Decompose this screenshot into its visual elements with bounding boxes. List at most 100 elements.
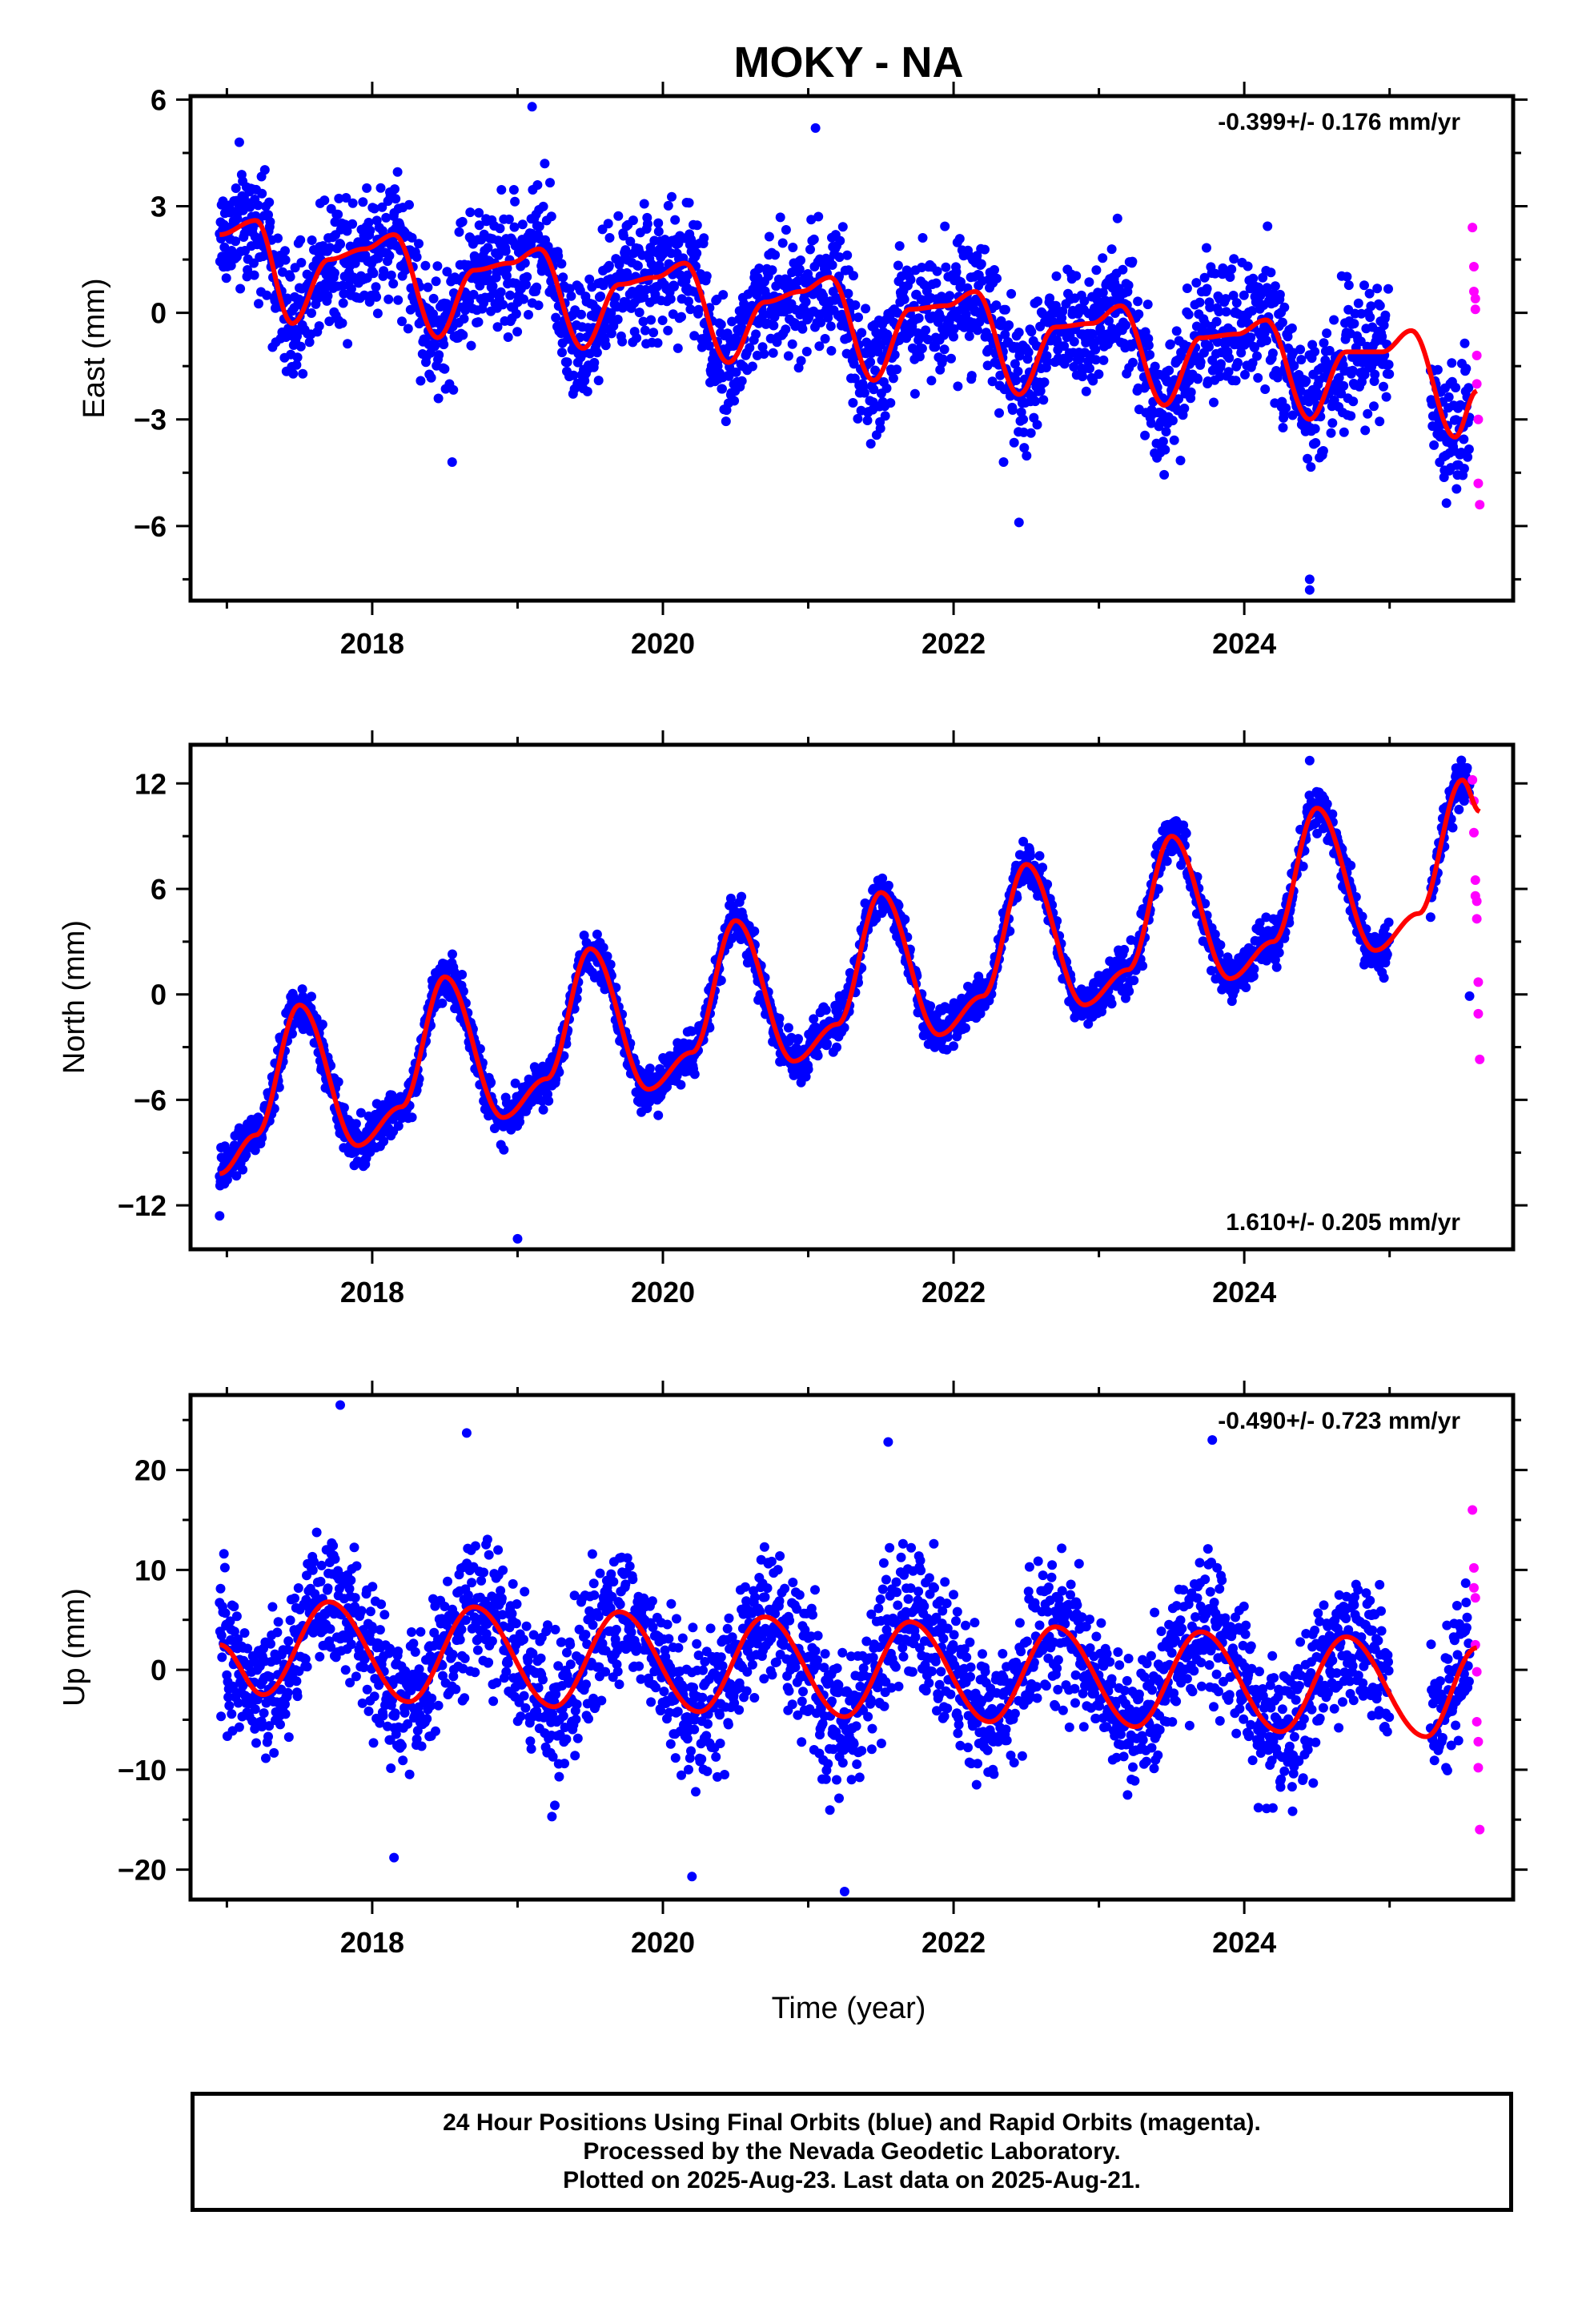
east-final-point <box>850 300 861 310</box>
east-final-point <box>853 413 863 424</box>
east-final-point <box>358 197 368 207</box>
east-rapid-point <box>1468 261 1479 271</box>
east-final-point <box>1159 469 1170 480</box>
east-final-point <box>448 384 459 395</box>
east-final-point <box>1322 328 1332 339</box>
east-final-point <box>375 183 386 193</box>
east-final-point <box>1019 443 1030 453</box>
east-final-point <box>787 339 797 349</box>
east-final-point <box>1143 340 1154 351</box>
north-final-point <box>317 1019 327 1030</box>
east-final-point <box>335 239 346 249</box>
east-final-point <box>253 200 263 211</box>
east-final-point <box>457 216 468 227</box>
east-final-point <box>1191 278 1202 288</box>
north-final-point <box>579 931 589 940</box>
east-final-point <box>693 304 704 315</box>
east-final-point <box>930 342 941 352</box>
east-final-point <box>538 201 548 211</box>
east-final-point <box>603 219 613 229</box>
east-final-point <box>589 357 600 368</box>
east-final-point <box>1016 407 1026 417</box>
east-final-point <box>782 275 793 285</box>
east-final-point <box>259 165 270 175</box>
east-final-point <box>371 282 381 292</box>
east-final-point <box>1327 418 1338 428</box>
east-final-point <box>568 370 579 380</box>
east-final-point <box>458 330 468 340</box>
east-final-point <box>1248 273 1259 283</box>
east-final-point <box>265 217 275 227</box>
north-final-point <box>250 1145 260 1156</box>
east-final-point <box>1464 444 1474 454</box>
east-final-point <box>1463 452 1473 462</box>
east-final-point <box>663 200 673 211</box>
east-model-curve <box>219 218 1478 440</box>
east-final-point <box>917 233 928 243</box>
east-final-point <box>391 194 401 204</box>
north-final-point <box>949 1041 958 1051</box>
east-final-point <box>1075 354 1085 364</box>
east-final-point <box>292 331 302 341</box>
east-final-point <box>684 198 694 208</box>
north-final-point <box>592 929 602 939</box>
east-final-point <box>618 231 628 241</box>
east-final-point <box>1210 268 1220 279</box>
east-final-point <box>620 245 631 255</box>
east-final-point <box>428 309 438 320</box>
east-final-point <box>558 272 568 283</box>
east-final-point <box>1348 396 1359 407</box>
east-y-tick-label: 3 <box>151 191 167 223</box>
east-final-point <box>1369 401 1379 412</box>
east-final-point <box>1133 296 1143 307</box>
east-final-point <box>892 364 902 375</box>
east-final-point <box>998 457 1009 467</box>
east-final-point <box>853 312 863 323</box>
east-final-point <box>1224 353 1235 363</box>
east-final-point <box>1459 464 1469 474</box>
east-final-point <box>512 327 523 337</box>
east-final-point <box>432 261 443 271</box>
east-final-point <box>508 185 519 195</box>
east-final-point <box>1123 280 1134 291</box>
east-final-point <box>1013 366 1023 376</box>
east-final-point <box>961 309 971 320</box>
east-final-point <box>1227 264 1237 275</box>
east-rapid-point <box>1472 350 1482 360</box>
east-final-point <box>465 207 476 218</box>
east-final-point <box>689 331 700 341</box>
east-final-point <box>813 211 824 222</box>
north-final-point <box>437 998 448 1008</box>
east-final-point <box>940 221 950 231</box>
east-final-point <box>371 292 382 302</box>
east-final-point <box>1346 411 1356 421</box>
east-final-point <box>221 273 231 283</box>
east-final-point <box>945 291 955 301</box>
east-final-point <box>775 212 785 223</box>
east-final-point <box>796 356 806 366</box>
east-final-point <box>333 209 343 219</box>
east-final-point <box>1150 361 1160 372</box>
north-final-point <box>749 926 760 936</box>
north-final-point <box>1215 940 1226 950</box>
east-final-point <box>1359 280 1369 291</box>
east-final-point <box>377 202 387 212</box>
east-final-point <box>1342 271 1352 282</box>
east-final-point <box>1247 306 1257 316</box>
east-final-point <box>801 347 812 356</box>
east-final-point <box>1033 296 1043 307</box>
east-final-point <box>701 271 712 281</box>
east-final-point <box>941 262 951 272</box>
east-final-point <box>1353 298 1363 308</box>
east-final-point <box>939 344 950 355</box>
east-final-point <box>1288 348 1299 358</box>
east-final-point <box>768 348 778 358</box>
east-final-point <box>1158 436 1168 447</box>
east-final-point <box>1010 359 1020 369</box>
east-final-point <box>1000 329 1010 340</box>
east-final-point <box>384 251 395 261</box>
east-final-point <box>249 270 259 280</box>
north-final-point <box>602 951 612 962</box>
east-final-point <box>1079 296 1090 306</box>
east-final-point <box>1349 319 1359 329</box>
